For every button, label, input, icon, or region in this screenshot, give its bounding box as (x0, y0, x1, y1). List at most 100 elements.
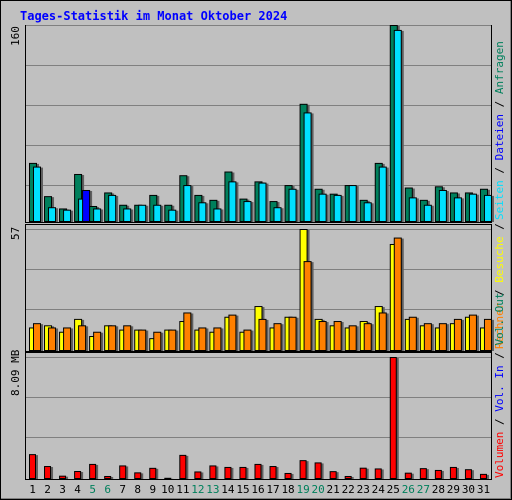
bar-volumen-day-11 (179, 454, 187, 480)
bar-volumen-day-16 (254, 463, 262, 479)
bar-dateien-day-30 (468, 193, 477, 222)
bar-rechner-day-10 (168, 329, 177, 352)
bar-volumen-day-14 (224, 466, 232, 480)
bar-rechner-day-30 (468, 314, 477, 352)
legend-vol-out: Vol. Out (493, 293, 506, 346)
bar-dateien-day-7 (123, 208, 132, 223)
bar-volumen-day-28 (434, 469, 442, 479)
bar-rechner-day-9 (153, 331, 162, 352)
x-tick-label-day-30: 30 (462, 483, 475, 496)
legend-sep-6: / (493, 346, 506, 366)
bar-volumen-day-24 (374, 468, 382, 479)
bar-dateien-day-9 (153, 204, 162, 222)
legend-vol-in: Vol. In (493, 365, 506, 411)
bar-dateien-day-28 (438, 189, 447, 223)
x-tick-label-day-28: 28 (432, 483, 445, 496)
panel1-ymax-label: 160 (9, 26, 22, 46)
panel-2-frame (25, 224, 492, 352)
legend-sep-5: / (493, 412, 506, 432)
bar-rechner-day-24 (378, 312, 387, 352)
bar-dateien-day-19 (303, 112, 312, 222)
bar-volumen-day-9 (149, 467, 157, 480)
plot-layer: 1 2 3 4 5 6 7 8 9 10 11 12 13 14 15 16 17 18 19 20 21 22 23 24 2… (25, 25, 494, 496)
bar-volumen-day-5 (89, 463, 97, 479)
bar-rechner-day-21 (333, 321, 342, 352)
bar-rechner-day-23 (363, 323, 372, 352)
bar-rechner-day-19 (303, 261, 312, 351)
bar-volumen-day-26 (404, 472, 412, 480)
bar-dateien-day-8 (138, 204, 147, 222)
x-tick-label-day-5: 5 (89, 483, 96, 496)
bar-volumen-day-30 (464, 469, 472, 480)
bar-volumen-day-2 (44, 466, 52, 480)
bar-rechner-day-28 (438, 323, 447, 352)
x-tick-label-day-18: 18 (281, 483, 294, 496)
x-tick-label-day-26: 26 (402, 483, 415, 496)
bar-rechner-day-6 (108, 325, 117, 352)
x-tick-label-day-4: 4 (74, 483, 81, 496)
bar-dateien-day-17 (273, 207, 282, 223)
bar-rechner-day-1 (33, 323, 41, 352)
bar-volumen-day-22 (344, 475, 352, 479)
bar-dateien-day-12 (198, 202, 207, 223)
x-tick-label-day-10: 10 (161, 483, 174, 496)
bar-dateien-day-1 (33, 166, 41, 222)
x-tick-label-day-13: 13 (206, 483, 219, 496)
bar-volumen-day-7 (119, 465, 127, 479)
x-tick-label-day-23: 23 (357, 483, 370, 496)
x-tick-label-day-22: 22 (342, 483, 355, 496)
legend-dateien: Dateien (493, 114, 506, 160)
x-tick-label-day-20: 20 (312, 483, 325, 496)
bar-volumen-day-21 (329, 471, 337, 480)
bar-rechner-day-29 (453, 318, 462, 352)
bar-dateien-day-23 (363, 202, 372, 223)
panel1-legend: Seiten / Dateien / Anfragen (493, 41, 506, 220)
bar-volumen-day-8 (134, 472, 142, 480)
legend-seiten: Seiten (493, 180, 506, 220)
legend-volumen: Volumen (493, 432, 506, 478)
bar-dateien-day-5 (93, 208, 102, 223)
bar-dateien-day-22 (348, 185, 357, 222)
x-tick-label-day-14: 14 (221, 483, 235, 496)
bar-volumen-day-13 (209, 465, 217, 479)
panel3-ymax-label: 8.09 MB (9, 349, 22, 396)
bar-dateien-day-15 (243, 201, 252, 223)
bar-rechner-day-20 (318, 321, 327, 352)
legend-anfragen: Anfragen (493, 41, 506, 94)
panel-3-frame (25, 352, 492, 480)
bar-volumen-day-3 (59, 475, 67, 479)
bar-volumen-day-6 (104, 475, 112, 479)
bar-volumen-day-19 (299, 460, 307, 479)
bar-dateien-day-27 (423, 204, 432, 222)
bar-seiten-day-4 (82, 189, 91, 223)
bar-rechner-day-12 (198, 327, 207, 352)
chart-title: Tages-Statistik im Monat Oktober 2024 (20, 9, 287, 23)
bar-rechner-day-16 (258, 318, 267, 352)
x-tick-label-day-7: 7 (119, 483, 126, 496)
bar-rechner-day-2 (48, 327, 57, 352)
legend-rechner: Rechner (493, 302, 506, 349)
bar-rechner-day-11 (183, 312, 192, 352)
bar-dateien-day-16 (258, 182, 267, 223)
bar-dateien-day-21 (333, 194, 342, 223)
bar-volumen-day-25 (389, 357, 397, 479)
x-tick-label-day-17: 17 (266, 483, 279, 496)
bar-dateien-day-29 (453, 197, 462, 222)
bar-dateien-day-25 (393, 29, 402, 222)
bar-volumen-day-12 (194, 471, 202, 480)
bar-rechner-day-7 (123, 325, 132, 352)
x-tick-label-day-19: 19 (296, 483, 309, 496)
bar-dateien-day-31 (483, 194, 492, 223)
bar-volumen-day-29 (449, 466, 457, 480)
legend-sep-2: / (493, 94, 506, 114)
bar-rechner-day-31 (483, 318, 492, 352)
bar-rechner-day-3 (63, 327, 72, 352)
x-tick-label-day-11: 11 (176, 483, 189, 496)
panel3-legend: Volumen / Vol. In / Vol. Out (493, 293, 506, 478)
bar-dateien-day-26 (408, 197, 417, 222)
x-tick-label-day-1: 1 (29, 483, 36, 496)
bar-rechner-day-8 (138, 329, 147, 352)
bar-rechner-day-15 (243, 329, 252, 352)
bar-volumen-day-15 (239, 466, 247, 480)
